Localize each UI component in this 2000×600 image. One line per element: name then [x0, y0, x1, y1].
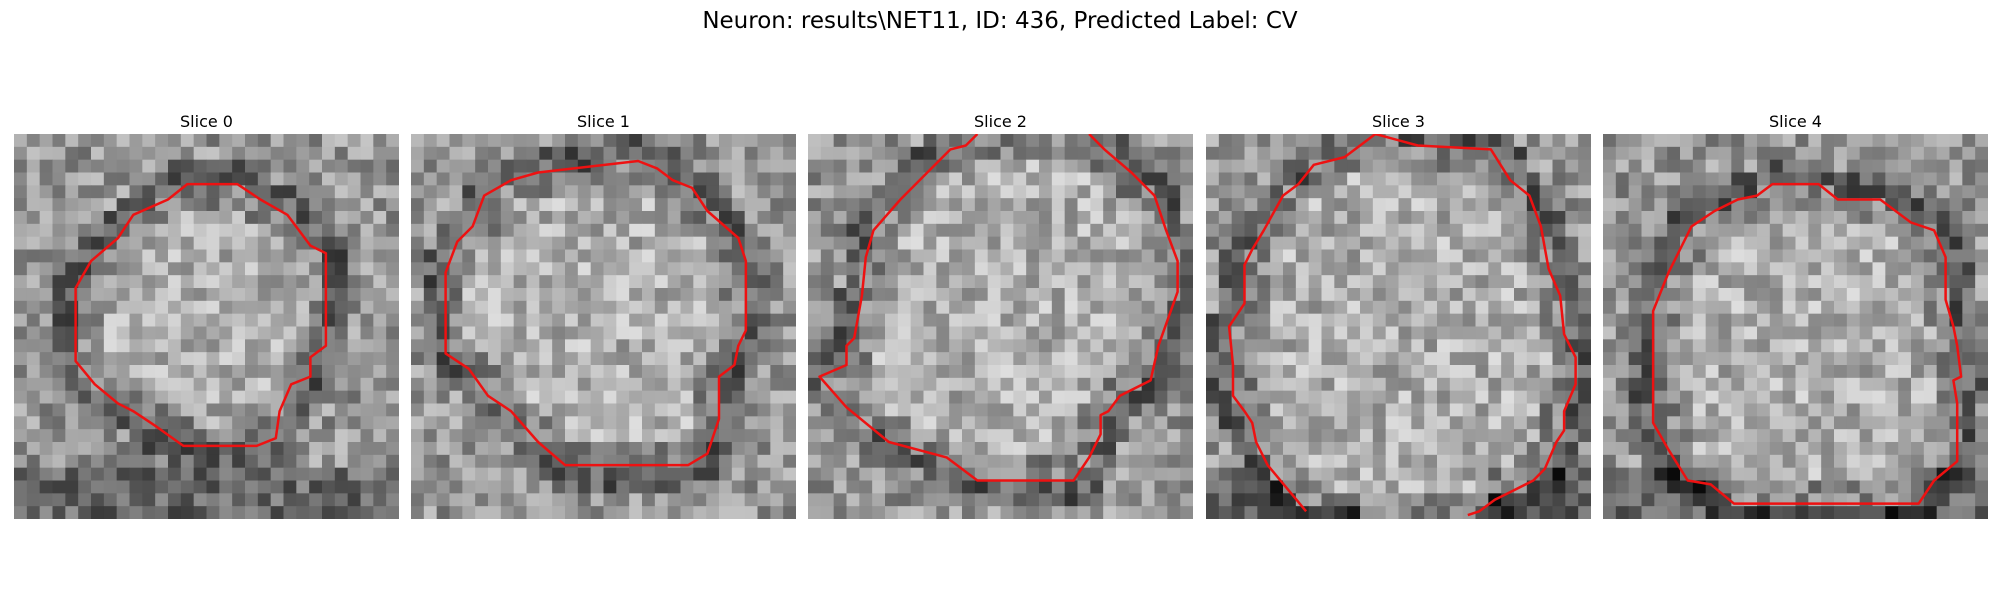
pixel-grid [808, 134, 1193, 519]
pixel-grid [14, 134, 399, 519]
segmentation-contour [818, 134, 1179, 482]
slice-image [808, 134, 1193, 519]
segmentation-contour [444, 159, 748, 467]
slice-title: Slice 2 [974, 112, 1027, 131]
slice-title: Slice 0 [180, 112, 233, 131]
slice-image [1206, 134, 1591, 519]
pixel-grid [411, 134, 796, 519]
slice-title: Slice 1 [577, 112, 630, 131]
figure-title: Neuron: results\NET11, ID: 436, Predicte… [702, 8, 1298, 34]
slice-panel: Slice 2 [808, 110, 1193, 519]
pixel-grid [1603, 134, 1988, 519]
slice-image [14, 134, 399, 519]
slice-panel: Slice 1 [411, 110, 796, 519]
slice-image [411, 134, 796, 519]
slice-title: Slice 3 [1372, 112, 1425, 131]
slice-title: Slice 4 [1769, 112, 1822, 131]
segmentation-contour [1227, 134, 1577, 517]
segmentation-contour [74, 182, 328, 448]
segmentation-contour [1651, 182, 1963, 505]
slice-panel: Slice 3 [1206, 110, 1591, 519]
slice-panel: Slice 0 [14, 110, 399, 519]
slice-image [1603, 134, 1988, 519]
pixel-grid [1206, 134, 1591, 519]
slice-panel: Slice 4 [1603, 110, 1988, 519]
